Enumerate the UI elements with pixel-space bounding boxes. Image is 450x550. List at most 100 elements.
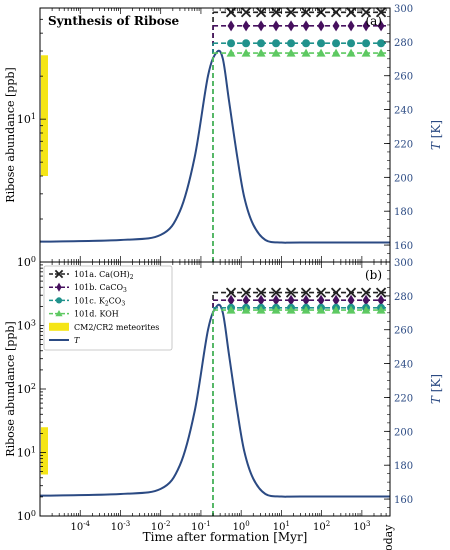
series-marker: [242, 39, 251, 48]
series-marker-stroke-b: [375, 287, 387, 298]
series-marker: [345, 7, 357, 18]
series-marker: [347, 39, 356, 48]
series-marker: [300, 287, 312, 298]
series-marker-stroke-b: [315, 7, 327, 18]
y2-tick-label: 180: [394, 207, 413, 218]
series-marker: [302, 39, 311, 48]
series-marker-stroke-b: [315, 287, 327, 298]
x-tick-label: 101: [273, 520, 290, 533]
series-marker: [377, 294, 385, 306]
series-marker: [226, 48, 236, 57]
legend-label: 101b. CaCO3: [74, 283, 127, 294]
series-marker: [346, 48, 356, 57]
series-marker: [286, 48, 296, 57]
series-marker: [377, 20, 385, 32]
series-marker: [271, 48, 281, 57]
series-c: [212, 39, 386, 262]
y2-tick-label: 160: [394, 495, 413, 506]
series-marker: [225, 7, 237, 18]
y2-axis-label: T [K]: [429, 120, 443, 150]
series-marker: [227, 20, 235, 32]
series-marker: [317, 294, 325, 306]
y-tick-label: 100: [17, 255, 36, 269]
series-marker: [227, 294, 235, 306]
x-tick-label: 10-1: [191, 520, 211, 533]
legend-entry-a: 101a. Ca(OH)2: [49, 269, 134, 281]
series-marker-stroke-b: [255, 287, 267, 298]
series-marker: [376, 48, 386, 57]
series-marker: [332, 20, 340, 32]
series-marker: [316, 305, 326, 314]
legend-entry-band: CM2/CR2 meteorites: [49, 322, 159, 332]
series-marker: [257, 39, 266, 48]
series-marker: [285, 7, 297, 18]
temperature-curve: [39, 303, 390, 498]
series-marker: [362, 39, 371, 48]
series-marker: [317, 20, 325, 32]
y2-tick-label: 220: [394, 139, 413, 150]
series-c: [212, 303, 386, 516]
series-marker: [257, 294, 265, 306]
y-tick-label: 101: [17, 446, 36, 460]
panel-tag: (a): [365, 14, 382, 28]
series-marker-stroke-b: [240, 7, 252, 18]
legend-marker: [54, 269, 64, 279]
series-marker-stroke-b: [285, 7, 297, 18]
series-marker: [361, 305, 371, 314]
series-marker-stroke-b: [270, 7, 282, 18]
series-marker: [272, 39, 281, 48]
legend-marker: [56, 282, 62, 292]
series-marker-stroke-b: [285, 287, 297, 298]
legend-label: 101d. KOH: [74, 310, 119, 319]
series-marker: [346, 305, 356, 314]
series-marker: [302, 294, 310, 306]
legend-label: 101c. K2CO3: [74, 296, 125, 307]
series-marker-stroke-b: [255, 7, 267, 18]
series-marker: [256, 48, 266, 57]
series-marker: [331, 305, 341, 314]
series-marker: [376, 305, 386, 314]
y-tick-label: 102: [17, 382, 36, 396]
legend-marker-stroke-b: [54, 269, 64, 279]
series-marker: [301, 48, 311, 57]
series-marker: [256, 305, 266, 314]
series-marker: [332, 39, 341, 48]
series-marker: [347, 20, 355, 32]
legend: 101a. Ca(OH)2 101b. CaCO3 101c. K2CO3 101d.…: [43, 265, 173, 351]
y2-tick-label: 160: [394, 241, 413, 252]
legend-entry-t: T: [49, 336, 80, 345]
series-marker-stroke-b: [330, 7, 342, 18]
panel-b: 100 101 102 103 160 180 200 220 240 260 280 300 10-4…: [4, 258, 443, 533]
series-marker-stroke-b: [360, 287, 372, 298]
series-marker-stroke-b: [225, 287, 237, 298]
series-marker: [345, 287, 357, 298]
legend-swatch-band: [49, 322, 69, 331]
series-marker: [375, 7, 387, 18]
series-marker: [225, 287, 237, 298]
series-marker: [241, 48, 251, 57]
legend-entry-b: 101b. CaCO3: [49, 282, 127, 294]
series-marker: [287, 39, 296, 48]
y2-tick-label: 300: [394, 4, 413, 15]
series-marker: [242, 20, 250, 32]
y-axis-label: Ribose abundance [ppb]: [4, 321, 17, 456]
y2-tick-label: 240: [394, 106, 413, 117]
series-marker: [242, 294, 250, 306]
series-a: [212, 287, 387, 516]
legend-label: 101a. Ca(OH)2: [74, 270, 134, 281]
series-marker: [271, 305, 281, 314]
series-marker: [361, 48, 371, 57]
series-marker: [362, 20, 370, 32]
series-marker: [317, 39, 326, 48]
meteorite-band: [41, 55, 48, 176]
series-marker: [240, 7, 252, 18]
series-marker: [257, 20, 265, 32]
series-marker-stroke-b: [240, 287, 252, 298]
series-a: [212, 7, 387, 262]
series-d: [212, 305, 386, 516]
legend-label: CM2/CR2 meteorites: [74, 323, 159, 332]
series-marker: [226, 305, 236, 314]
today-label: today: [382, 524, 395, 550]
series-marker: [287, 20, 295, 32]
